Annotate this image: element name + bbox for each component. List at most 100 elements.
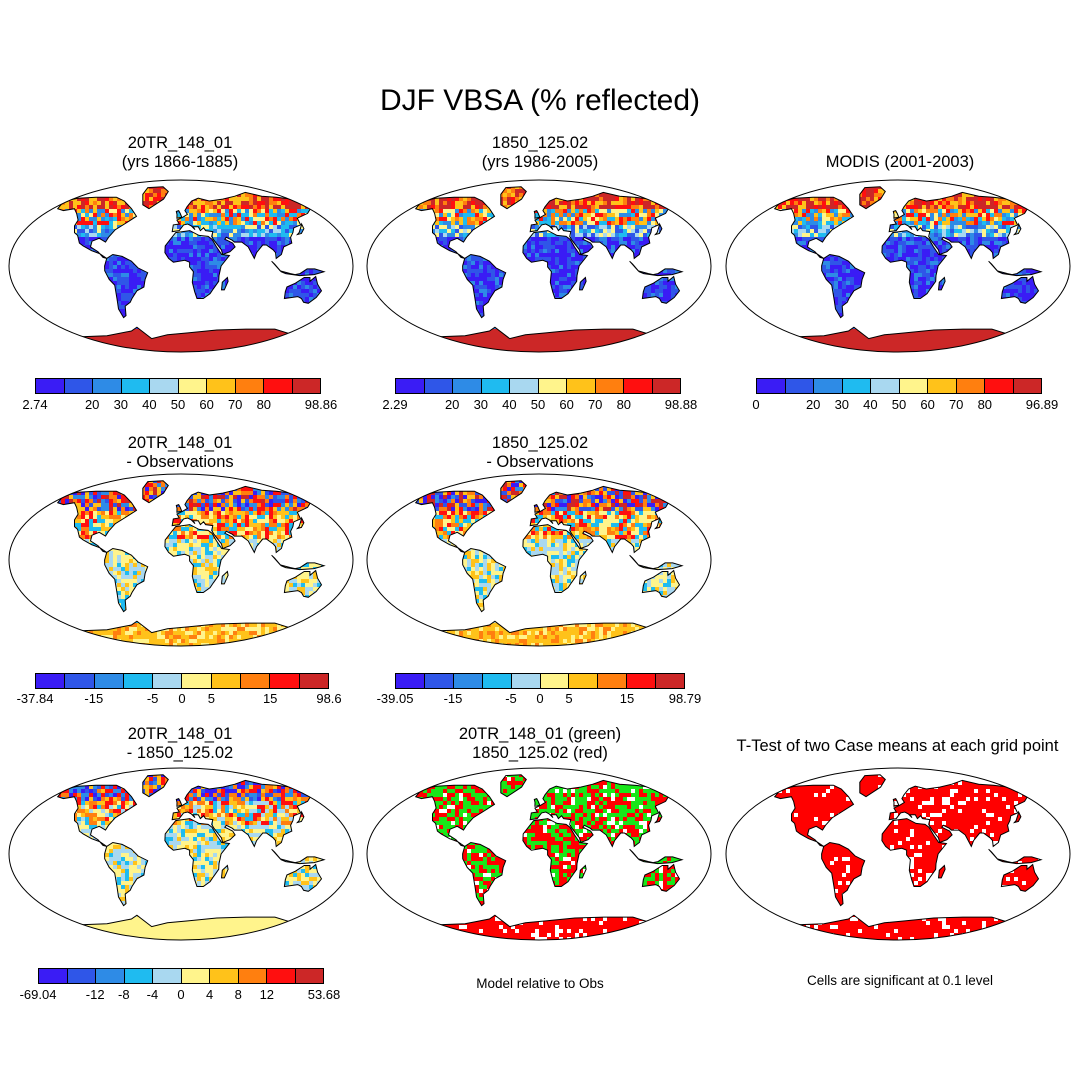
colorbar-tick-label: 98.6 (316, 691, 341, 706)
colorbar-tick-label: -4 (147, 987, 159, 1002)
colorbar-cell (899, 379, 928, 393)
colorbar-cell (538, 379, 567, 393)
panel-5-title-line2: - Observations (440, 453, 640, 472)
colorbar-cell (64, 379, 93, 393)
colorbar-tick-label: 60 (199, 397, 213, 412)
colorbar-tick-label: 15 (263, 691, 277, 706)
colorbar-cell (153, 674, 183, 688)
colorbar-tick-label: 15 (620, 691, 634, 706)
colorbar-tick-label: 0 (177, 987, 184, 1002)
colorbar-cell (295, 969, 323, 983)
note-model-relative: Model relative to Obs (430, 976, 650, 991)
colorbar-tick-label: 80 (257, 397, 271, 412)
colorbar-tick-label: 2.29 (382, 397, 407, 412)
colorbar-tick-label: 0 (752, 397, 759, 412)
colorbar-tick-label: 40 (502, 397, 516, 412)
colorbar-cell (481, 379, 510, 393)
colorbar-cell (540, 674, 570, 688)
colorbar-tick-label: 30 (474, 397, 488, 412)
colorbar-cell (178, 379, 207, 393)
map-border (725, 767, 1071, 941)
panel-7-title: 20TR_148_01 (green) 1850_125.02 (red) (420, 725, 660, 763)
note-significance: Cells are significant at 0.1 level (770, 973, 1030, 988)
map-panel-3 (725, 179, 1071, 353)
colorbar-cell (124, 969, 153, 983)
colorbar-tick-label: 70 (588, 397, 602, 412)
colorbar-cell (928, 379, 957, 393)
colorbar-tick-label: 12 (260, 987, 274, 1002)
panel-3-title-line1: MODIS (2001-2003) (760, 153, 1040, 172)
colorbar-tick-label: 96.89 (1026, 397, 1059, 412)
colorbar-tick-label: 30 (835, 397, 849, 412)
panel-4-title: 20TR_148_01 - Observations (80, 434, 280, 472)
map-panel-7 (366, 767, 712, 941)
colorbar-cell (65, 674, 95, 688)
colorbar-panel-6 (38, 968, 324, 984)
map-panel-5 (366, 473, 712, 647)
colorbar-cell (569, 674, 599, 688)
colorbar-labels-panel-4: -37.84 -15 -5 0 5 15 98.6 (17, 691, 342, 707)
colorbar-cell (267, 969, 296, 983)
colorbar-cell (757, 379, 786, 393)
colorbar-tick-label: -37.84 (17, 691, 54, 706)
map-coastlines (56, 186, 326, 352)
colorbar-tick-label: 60 (559, 397, 573, 412)
colorbar-labels-panel-6: -69.04 -12 -8 -4 0 4 8 12 53.68 (20, 987, 341, 1003)
colorbar-tick-label: 20 (806, 397, 820, 412)
colorbar-cell (567, 379, 596, 393)
colorbar-tick-label: 80 (617, 397, 631, 412)
colorbar-tick-label: -5 (505, 691, 517, 706)
colorbar-tick-label: -69.04 (20, 987, 57, 1002)
colorbar-cell (207, 379, 236, 393)
map-panel-1 (8, 179, 354, 353)
colorbar-cell (1013, 379, 1041, 393)
colorbar-tick-label: -15 (444, 691, 463, 706)
colorbar-tick-label: -12 (86, 987, 105, 1002)
panel-8-title-line1: T-Test of two Case means at each grid po… (715, 737, 1080, 756)
colorbar-cell (93, 379, 122, 393)
panel-5-title-line1: 1850_125.02 (440, 434, 640, 453)
colorbar-cell (96, 969, 125, 983)
colorbar-labels-panel-2: 2.29 20 30 40 50 60 70 80 98.88 (382, 397, 697, 413)
colorbar-tick-label: 0 (178, 691, 185, 706)
map-panel-6 (8, 767, 354, 941)
panel-2-title: 1850_125.02 (yrs 1986-2005) (440, 134, 640, 172)
panel-6-title-line1: 20TR_148_01 (80, 725, 280, 744)
colorbar-cell (211, 674, 242, 688)
panel-2-title-line1: 1850_125.02 (440, 134, 640, 153)
colorbar-cell (424, 674, 454, 688)
colorbar-cell (785, 379, 814, 393)
colorbar-cell (598, 674, 628, 688)
colorbar-cell (36, 379, 65, 393)
colorbar-cell (624, 379, 653, 393)
colorbar-cell (264, 379, 293, 393)
map-coastlines (414, 774, 684, 940)
map-border (8, 473, 354, 647)
map-coastlines (56, 774, 326, 940)
colorbar-tick-label: 50 (892, 397, 906, 412)
colorbar-cell (453, 379, 482, 393)
colorbar-panel-1 (35, 378, 321, 394)
colorbar-cell (595, 379, 624, 393)
colorbar-cell (238, 969, 267, 983)
colorbar-tick-label: 40 (142, 397, 156, 412)
colorbar-cell (270, 674, 300, 688)
map-coastlines (773, 186, 1043, 352)
panel-1-title: 20TR_148_01 (yrs 1866-1885) (80, 134, 280, 172)
panel-1-title-line1: 20TR_148_01 (80, 134, 280, 153)
panel-7-title-line2: 1850_125.02 (red) (420, 744, 660, 763)
colorbar-cell (94, 674, 124, 688)
colorbar-cell (292, 379, 320, 393)
map-border (8, 179, 354, 353)
figure-title: DJF VBSA (% reflected) (0, 84, 1080, 118)
colorbar-tick-label: 60 (920, 397, 934, 412)
colorbar-cell (299, 674, 328, 688)
colorbar-tick-label: 98.88 (665, 397, 698, 412)
colorbar-tick-label: 5 (208, 691, 215, 706)
colorbar-cell (182, 674, 212, 688)
colorbar-tick-label: 40 (863, 397, 877, 412)
colorbar-tick-label: 4 (206, 987, 213, 1002)
colorbar-cell (210, 969, 239, 983)
colorbar-cell (235, 379, 264, 393)
colorbar-tick-label: 50 (531, 397, 545, 412)
